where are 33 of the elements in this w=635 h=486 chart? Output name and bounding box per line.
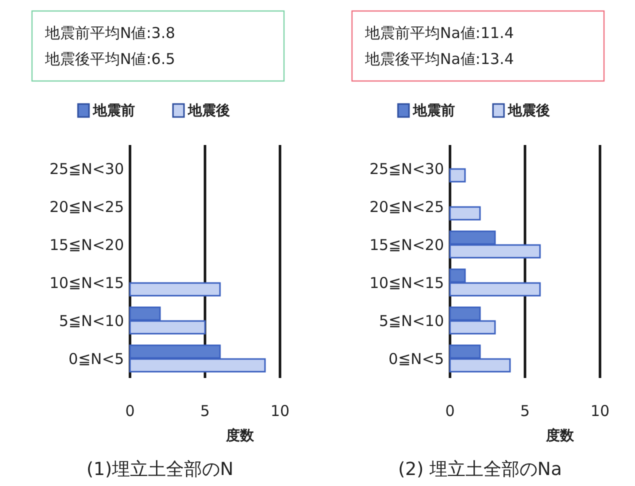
text: 地震前平均N値:3.8 [44, 24, 176, 42]
x-tick-label: 10 [270, 402, 290, 420]
legend-label: 地震後 [507, 103, 550, 119]
x-tick-label: 0 [445, 402, 455, 420]
y-tick-label: 15≦N<20 [369, 236, 444, 254]
x-tick-label: 5 [200, 402, 210, 420]
y-tick-label: 0≦N<5 [68, 350, 124, 368]
y-tick-label: 0≦N<5 [388, 350, 444, 368]
y-tick-label: 5≦N<10 [59, 312, 124, 330]
bar [449, 206, 481, 220]
bar [129, 282, 221, 296]
x-tick-label: 10 [590, 402, 610, 420]
y-tick-label: 20≦N<25 [369, 198, 444, 216]
legend-label: 地震前 [92, 103, 135, 119]
y-tick-label: 20≦N<25 [49, 198, 124, 216]
legend-label: 地震前 [412, 103, 455, 119]
y-tick-label: 5≦N<10 [379, 312, 444, 330]
x-axis-title: 度数 [225, 427, 255, 444]
y-tick-label: 25≦N<30 [369, 160, 444, 178]
y-tick-label: 10≦N<15 [49, 274, 124, 292]
x-tick-label: 5 [520, 402, 530, 420]
y-tick-label: 10≦N<15 [369, 274, 444, 292]
text: (2) 埋立土全部のNa [398, 459, 562, 480]
text: (1)埋立土全部のN [86, 459, 234, 480]
y-tick-label: 25≦N<30 [49, 160, 124, 178]
y-tick-label: 15≦N<20 [49, 236, 124, 254]
x-axis-title: 度数 [545, 427, 575, 444]
x-tick-label: 0 [125, 402, 135, 420]
text: 地震後平均N値:6.5 [44, 50, 176, 68]
text: 地震前平均Na値:11.4 [364, 24, 514, 42]
bar [449, 168, 466, 182]
legend-label: 地震後 [187, 103, 230, 119]
text: 地震後平均Na値:13.4 [364, 50, 514, 68]
